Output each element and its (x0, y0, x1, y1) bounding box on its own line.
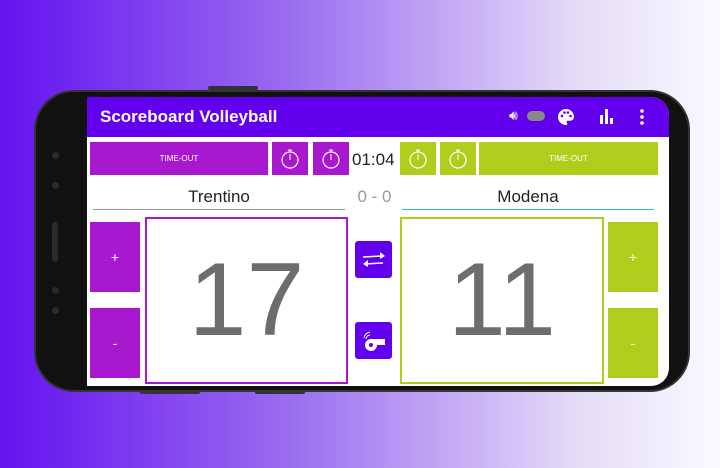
speaker-grille (52, 222, 58, 262)
timer: 01:04 (352, 150, 395, 169)
whistle-button[interactable] (355, 322, 392, 359)
swap-teams-button[interactable] (355, 241, 392, 278)
phone-button (255, 390, 305, 394)
stopwatch-icon (322, 149, 340, 169)
app-bar: Scoreboard Volleyball 🔊︎ (87, 97, 669, 137)
team-left-name[interactable]: Trentino (93, 187, 345, 210)
camera-icon (52, 182, 59, 189)
app-screen: Scoreboard Volleyball 🔊︎ TIME-OUT 01:04 … (87, 97, 669, 386)
minus-button-left[interactable]: - (90, 308, 140, 378)
bar-chart-icon[interactable] (600, 109, 614, 124)
volume-icon[interactable]: 🔊︎ (509, 107, 518, 123)
score-right[interactable]: 11 (400, 217, 604, 384)
sensor-icon (52, 307, 59, 314)
timeout-slot-left-1[interactable] (272, 142, 308, 175)
score-left[interactable]: 17 (145, 217, 348, 384)
team-right-name[interactable]: Modena (402, 187, 654, 210)
plus-button-left[interactable]: + (90, 222, 140, 292)
stopwatch-icon (449, 149, 467, 169)
sensor-icon (52, 152, 59, 159)
timeout-slot-right-2[interactable] (440, 142, 476, 175)
more-vert-icon[interactable] (640, 109, 644, 125)
swap-icon (362, 251, 385, 267)
timeout-slot-left-2[interactable] (313, 142, 349, 175)
phone-button (208, 86, 258, 90)
stopwatch-icon (409, 149, 427, 169)
palette-icon[interactable] (557, 108, 575, 126)
sensor-icon (52, 287, 59, 294)
timeout-slot-right-1[interactable] (400, 142, 436, 175)
stopwatch-icon (281, 149, 299, 169)
timeout-button-left[interactable]: TIME-OUT (90, 142, 268, 175)
phone-button (140, 390, 200, 394)
sets-score: 0 - 0 (357, 187, 392, 206)
whistle-icon (363, 331, 385, 351)
timeout-button-right[interactable]: TIME-OUT (479, 142, 658, 175)
sound-toggle[interactable] (527, 111, 545, 121)
plus-button-right[interactable]: + (608, 222, 658, 292)
minus-button-right[interactable]: - (608, 308, 658, 378)
app-title: Scoreboard Volleyball (100, 107, 278, 126)
